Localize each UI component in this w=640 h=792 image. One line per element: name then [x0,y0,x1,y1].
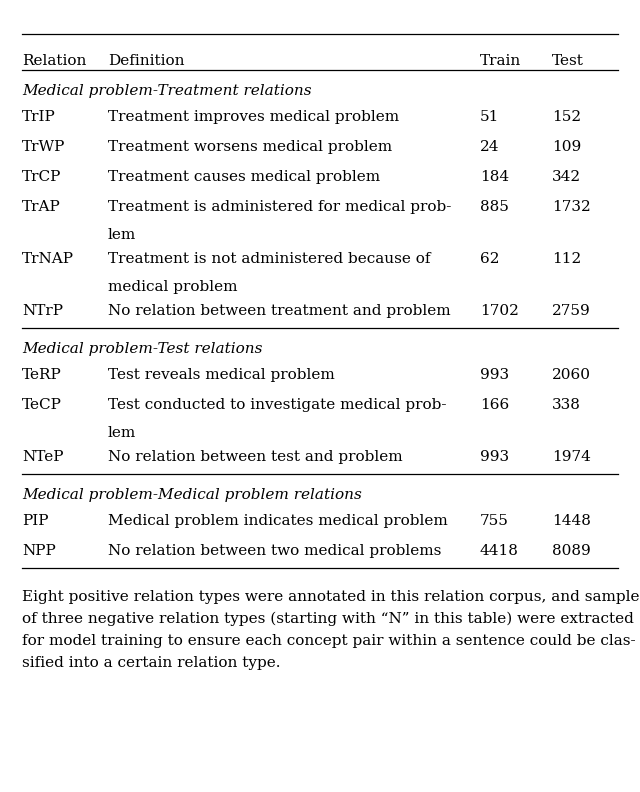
Text: sified into a certain relation type.: sified into a certain relation type. [22,656,280,670]
Text: PIP: PIP [22,514,49,528]
Text: 1448: 1448 [552,514,591,528]
Text: 342: 342 [552,170,581,184]
Text: 885: 885 [480,200,509,214]
Text: NTeP: NTeP [22,450,63,464]
Text: Train: Train [480,54,521,68]
Text: No relation between treatment and problem: No relation between treatment and proble… [108,304,451,318]
Text: 4418: 4418 [480,544,519,558]
Text: 993: 993 [480,450,509,464]
Text: Medical problem indicates medical problem: Medical problem indicates medical proble… [108,514,448,528]
Text: Eight positive relation types were annotated in this relation corpus, and sample: Eight positive relation types were annot… [22,590,640,604]
Text: NPP: NPP [22,544,56,558]
Text: 1974: 1974 [552,450,591,464]
Text: 51: 51 [480,110,499,124]
Text: for model training to ensure each concept pair within a sentence could be clas-: for model training to ensure each concep… [22,634,636,648]
Text: TrIP: TrIP [22,110,56,124]
Text: Definition: Definition [108,54,184,68]
Text: 755: 755 [480,514,509,528]
Text: 993: 993 [480,368,509,382]
Text: TrWP: TrWP [22,140,65,154]
Text: Medical problem-Test relations: Medical problem-Test relations [22,342,262,356]
Text: lem: lem [108,228,136,242]
Text: Medical problem-Medical problem relations: Medical problem-Medical problem relation… [22,488,362,502]
Text: 166: 166 [480,398,509,412]
Text: 1732: 1732 [552,200,591,214]
Text: Treatment causes medical problem: Treatment causes medical problem [108,170,380,184]
Text: 62: 62 [480,252,499,266]
Text: TrNAP: TrNAP [22,252,74,266]
Text: 109: 109 [552,140,581,154]
Text: TrAP: TrAP [22,200,61,214]
Text: No relation between test and problem: No relation between test and problem [108,450,403,464]
Text: Treatment worsens medical problem: Treatment worsens medical problem [108,140,392,154]
Text: 184: 184 [480,170,509,184]
Text: Test: Test [552,54,584,68]
Text: medical problem: medical problem [108,280,237,294]
Text: of three negative relation types (starting with “N” in this table) were extracte: of three negative relation types (starti… [22,612,634,626]
Text: TeRP: TeRP [22,368,61,382]
Text: Treatment improves medical problem: Treatment improves medical problem [108,110,399,124]
Text: 8089: 8089 [552,544,591,558]
Text: 112: 112 [552,252,581,266]
Text: Test reveals medical problem: Test reveals medical problem [108,368,335,382]
Text: NTrP: NTrP [22,304,63,318]
Text: Treatment is administered for medical prob-: Treatment is administered for medical pr… [108,200,451,214]
Text: Test conducted to investigate medical prob-: Test conducted to investigate medical pr… [108,398,447,412]
Text: Treatment is not administered because of: Treatment is not administered because of [108,252,431,266]
Text: No relation between two medical problems: No relation between two medical problems [108,544,442,558]
Text: 2060: 2060 [552,368,591,382]
Text: 2759: 2759 [552,304,591,318]
Text: 24: 24 [480,140,499,154]
Text: Medical problem-Treatment relations: Medical problem-Treatment relations [22,84,312,98]
Text: Relation: Relation [22,54,86,68]
Text: TeCP: TeCP [22,398,62,412]
Text: 1702: 1702 [480,304,519,318]
Text: 338: 338 [552,398,581,412]
Text: 152: 152 [552,110,581,124]
Text: TrCP: TrCP [22,170,61,184]
Text: lem: lem [108,426,136,440]
